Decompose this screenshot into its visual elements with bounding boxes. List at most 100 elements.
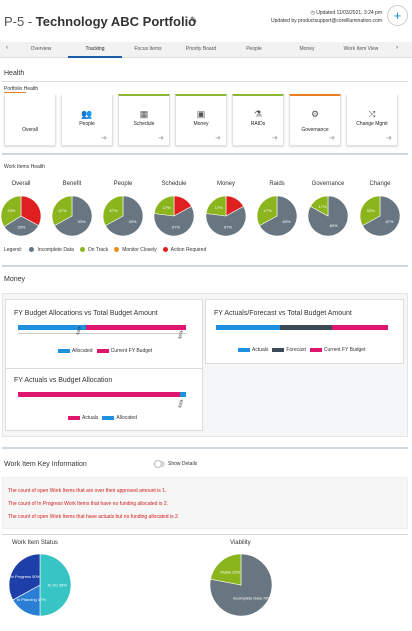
key-info-panel bbox=[2, 477, 408, 529]
slice-label: 17% bbox=[318, 204, 326, 209]
pie-chart: 67% 33% bbox=[359, 195, 401, 237]
pie-slice bbox=[153, 195, 175, 217]
forecast-bar bbox=[280, 325, 332, 330]
slice-label: 67% bbox=[172, 224, 180, 229]
add-button[interactable]: + bbox=[387, 5, 408, 26]
card-label: Governance bbox=[301, 127, 329, 133]
slice-label: Viable 22% bbox=[220, 569, 241, 574]
pie-chart: 67% 17% bbox=[153, 195, 195, 237]
health-card-overall[interactable]: Overall bbox=[4, 94, 56, 146]
health-card-raids[interactable]: ⚗ RAIDs ➜ bbox=[232, 94, 284, 146]
page-title: P-5 - Technology ABC Portfolio bbox=[4, 14, 197, 29]
pie-slice bbox=[256, 195, 278, 227]
work-item-status-title: Work Item Status bbox=[12, 540, 58, 546]
slice-label: 33% bbox=[77, 219, 85, 224]
pie-slice bbox=[259, 195, 298, 237]
pie-slice bbox=[20, 195, 42, 227]
tab-priority-board[interactable]: Priority Board bbox=[185, 46, 217, 52]
gear-icon: ⚙ bbox=[310, 109, 320, 119]
slice-label: In Progress 50% bbox=[11, 574, 41, 579]
card-label: RAIDs bbox=[250, 121, 266, 127]
pie-title: People bbox=[113, 181, 133, 187]
pie-slice bbox=[8, 553, 41, 601]
people-icon: 👥 bbox=[81, 109, 93, 119]
pie-slice bbox=[105, 195, 144, 237]
arrow-right-icon: ➜ bbox=[272, 135, 278, 142]
pie-slice bbox=[51, 195, 73, 227]
health-card-schedule[interactable]: ▦ Schedule ➜ bbox=[118, 94, 170, 146]
legend-label: Legend: bbox=[4, 247, 23, 253]
chart-title: FY Budget Allocations vs Total Budget Am… bbox=[14, 310, 158, 317]
legend-item: Monitor Closely bbox=[122, 247, 157, 253]
slice-label: 17% bbox=[215, 205, 223, 210]
card-label: Change Mgmt bbox=[356, 121, 388, 127]
tab-overview[interactable]: Overview bbox=[30, 46, 52, 52]
health-card-governance[interactable]: ⚙ Governance ➜ bbox=[289, 94, 341, 146]
pie-slice bbox=[102, 195, 124, 227]
pie-slice bbox=[310, 195, 329, 217]
pie-slice bbox=[205, 205, 247, 237]
pie-slice bbox=[362, 195, 401, 237]
data-label: $97k bbox=[177, 329, 185, 340]
slice-label: In Planning 17% bbox=[17, 597, 47, 602]
slice-label: 33% bbox=[128, 219, 136, 224]
slice-label: 17% bbox=[264, 208, 272, 213]
card-label: Schedule bbox=[133, 121, 155, 127]
tab-focus-items[interactable]: Focus Items bbox=[134, 46, 162, 52]
tab-work-item-view[interactable]: Work Item View bbox=[343, 46, 379, 52]
clock-icon: ◷ bbox=[310, 10, 315, 16]
legend-item: On Track bbox=[87, 247, 109, 253]
current-budget-bar bbox=[332, 325, 388, 330]
slice-label: 83% bbox=[282, 219, 290, 224]
budget-allocation-chart: FY Budget Allocations vs Total Budget Am… bbox=[5, 299, 203, 369]
arrow-right-icon: ➜ bbox=[386, 135, 392, 142]
portfolio-health-label: Portfolio Health bbox=[4, 86, 39, 92]
arrow-right-icon: ➜ bbox=[101, 135, 107, 142]
tab-bar: ‹ Overview Tracking Focus Items Priority… bbox=[0, 42, 412, 58]
allocated-bar bbox=[18, 325, 86, 330]
chart-legend: Actuals Allocated bbox=[64, 415, 137, 421]
pie-slice bbox=[0, 195, 22, 228]
pie-slice bbox=[210, 553, 242, 586]
calendar-icon: ▦ bbox=[139, 109, 149, 119]
shuffle-icon: ⤨ bbox=[368, 109, 376, 119]
tab-tracking[interactable]: Tracking bbox=[85, 46, 105, 52]
pie-title: Overall bbox=[11, 181, 31, 187]
key-info-note: The count of open Work Items that have a… bbox=[8, 514, 180, 520]
pie-title: Money bbox=[216, 181, 235, 187]
actuals-forecast-chart: FY Actuals/Forecast vs Total Budget Amou… bbox=[205, 299, 404, 364]
pie-slice bbox=[3, 215, 39, 237]
health-card-people[interactable]: 👥 People ➜ bbox=[61, 94, 113, 146]
show-details-toggle[interactable] bbox=[154, 460, 165, 468]
health-card-change-mgmt[interactable]: ⤨ Change Mgmt ➜ bbox=[346, 94, 398, 146]
chart-title: FY Actuals/Forecast vs Total Budget Amou… bbox=[214, 310, 352, 317]
page-header: P-5 - Technology ABC Portfolio ✎ ◷ Updat… bbox=[0, 0, 412, 42]
data-label: $30k bbox=[177, 398, 185, 409]
divider bbox=[2, 153, 408, 155]
slice-label: 67% bbox=[385, 219, 393, 224]
chart-legend: Actuals Forecast Current FY Budget bbox=[234, 347, 365, 353]
edit-icon[interactable]: ✎ bbox=[190, 15, 198, 25]
pie-slice bbox=[39, 553, 72, 617]
actuals-bar bbox=[216, 325, 280, 330]
arrow-right-icon: ➜ bbox=[215, 135, 221, 142]
slice-label: 33% bbox=[367, 208, 375, 213]
tab-people[interactable]: People bbox=[246, 46, 262, 52]
updated-info: ◷ Updated 11/03/2021, 3:24 pm Updated by… bbox=[271, 10, 382, 24]
slice-label: Incomplete Data 78% bbox=[233, 596, 272, 601]
pie-chart: 67% 17% bbox=[205, 195, 247, 237]
pie-chart: 83% 17% bbox=[307, 195, 349, 237]
chevron-right-icon[interactable]: › bbox=[396, 45, 398, 51]
legend: Legend: Incomplete Data On Track Monitor C… bbox=[4, 247, 206, 253]
chevron-left-icon[interactable]: ‹ bbox=[6, 45, 8, 51]
pie-title: Change bbox=[369, 181, 391, 187]
tab-money[interactable]: Money bbox=[299, 46, 315, 52]
legend-dot bbox=[29, 247, 35, 253]
health-card-money[interactable]: ▣ Money ➜ bbox=[175, 94, 227, 146]
pie-chart: 83% 17% bbox=[256, 195, 298, 237]
chart-title: FY Actuals vs Budget Allocation bbox=[14, 377, 113, 384]
pie-chart: Incomplete Data 78% Viable 22% bbox=[209, 553, 273, 617]
key-info-note: The count of open Work Items that are ov… bbox=[8, 488, 167, 494]
legend-dot bbox=[79, 247, 85, 253]
slice-label: 33% bbox=[7, 208, 15, 213]
